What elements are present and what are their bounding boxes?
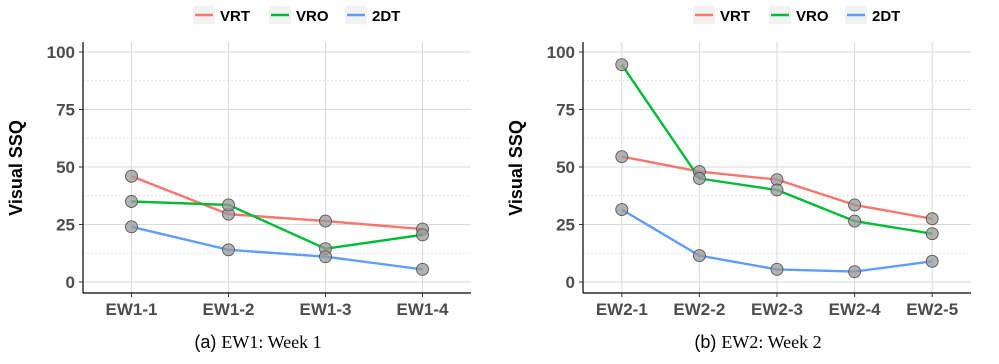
data-point-2dt: [848, 265, 862, 279]
legend: VRT VRO 2DT: [193, 6, 400, 25]
y-tick-label: 50: [556, 158, 575, 177]
data-point-vro: [848, 214, 862, 228]
y-tick-label: 25: [556, 216, 575, 235]
data-point-vro: [615, 58, 629, 72]
data-point-2dt: [770, 262, 784, 276]
y-axis-title: Visual SSQ: [506, 120, 526, 216]
caption-text: EW1: Week 1: [221, 332, 321, 352]
x-tick-label: EW2-4: [829, 300, 882, 319]
data-point-vrt: [615, 150, 629, 164]
legend-label-vrt: VRT: [720, 8, 750, 25]
data-point-2dt: [416, 262, 429, 276]
data-point-vro: [416, 228, 429, 242]
series-line-vrt: [131, 175, 423, 231]
legend-label-2dt: 2DT: [872, 8, 900, 25]
series-line-2dt: [131, 225, 423, 271]
data-point-vro: [770, 183, 784, 197]
data-point-vrt: [925, 212, 939, 226]
data-point-vro: [925, 227, 939, 241]
x-tick-label: EW2-2: [673, 300, 725, 319]
caption-text: EW2: Week 2: [721, 332, 821, 352]
data-point-2dt: [615, 203, 629, 217]
data-point-2dt: [925, 254, 939, 268]
legend-label-vro: VRO: [796, 8, 829, 25]
data-point-vro: [222, 198, 235, 212]
y-tick-label: 75: [556, 101, 575, 120]
legend-label-2dt: 2DT: [372, 8, 400, 25]
x-tick-label: EW2-3: [751, 300, 803, 319]
figure-caption: (b) EW2: Week 2: [694, 332, 821, 352]
legend: VRT VRO 2DT: [693, 6, 900, 25]
x-tick-label: EW2-1: [596, 300, 648, 319]
x-tick-label: EW1-1: [106, 300, 158, 319]
caption-label: (a): [194, 332, 221, 352]
data-point-2dt: [692, 249, 706, 263]
data-point-vrt: [319, 214, 332, 228]
y-tick-label: 25: [56, 216, 75, 235]
series-line-vro: [131, 200, 423, 250]
data-point-vrt: [848, 198, 862, 212]
y-tick-label: 0: [66, 273, 75, 292]
caption-label: (b): [694, 332, 721, 352]
x-tick-label: EW2-5: [906, 300, 958, 319]
legend-label-vro: VRO: [296, 8, 329, 25]
y-tick-label: 100: [547, 43, 575, 62]
x-tick-label: EW1-3: [300, 300, 352, 319]
x-tick-label: EW1-2: [203, 300, 255, 319]
data-point-2dt: [319, 250, 332, 264]
data-point-vro: [692, 172, 706, 185]
y-tick-label: 50: [56, 158, 75, 177]
data-point-vrt: [125, 169, 138, 183]
data-point-vro: [125, 195, 138, 208]
y-tick-label: 100: [47, 43, 75, 62]
data-point-2dt: [222, 243, 235, 257]
data-point-2dt: [125, 220, 138, 234]
legend-label-vrt: VRT: [220, 8, 250, 25]
chart-panel-1: 0 25 50 75 100 EW1-1 EW1-2 EW1-3 EW1-4 Visual SSQ…: [6, 6, 471, 352]
chart-panel-2: 0 25 50 75 100 EW2-1 EW2-2 EW2-3 EW2-4 EW2-5 Visua…: [506, 6, 971, 352]
y-tick-label: 0: [566, 273, 575, 292]
y-tick-label: 75: [56, 101, 75, 120]
x-tick-label: EW1-4: [397, 300, 450, 319]
y-axis-title: Visual SSQ: [6, 120, 26, 216]
figure-caption: (a) EW1: Week 1: [194, 332, 321, 352]
